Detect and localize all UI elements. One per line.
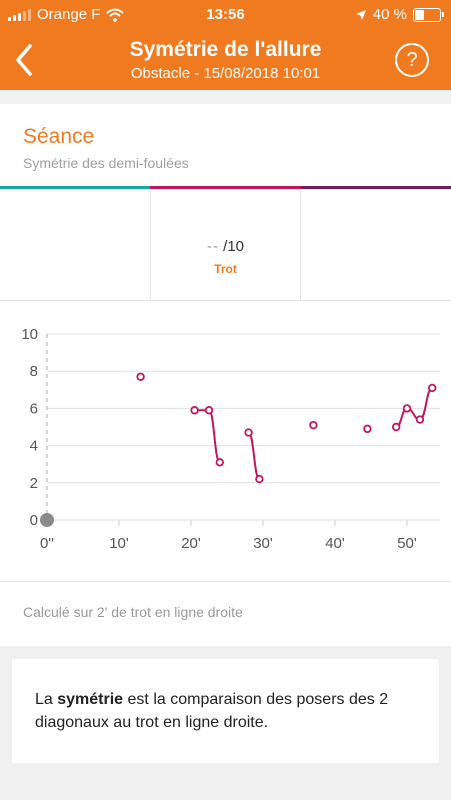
section-title: Séance: [23, 125, 95, 148]
series-line: [247, 431, 261, 481]
status-right: 40 %: [355, 6, 444, 23]
status-bar: Orange F 13:56 40 %: [0, 0, 451, 30]
color-bar-purple: [300, 186, 451, 189]
score-gait: Trot: [214, 262, 237, 276]
status-time: 13:56: [206, 6, 245, 23]
score-cell-center: -- /10 Trot: [151, 190, 302, 300]
data-point: [204, 406, 214, 415]
carrier-name: Orange F: [37, 6, 101, 23]
battery-icon: [413, 7, 444, 22]
location-arrow-icon: [355, 9, 366, 20]
color-bar-magenta: [150, 186, 301, 189]
data-point: [428, 383, 437, 393]
section-card: [0, 104, 451, 188]
header-spacer: [0, 90, 451, 104]
footer-note: Calculé sur 2' de trot en ligne droite: [23, 604, 243, 620]
section-subtitle: Symétrie des demi-foulées: [23, 155, 189, 171]
back-chevron-icon[interactable]: [10, 40, 40, 80]
score-cell-left: [0, 190, 151, 300]
data-point: [255, 474, 264, 484]
y-tick-label: 10: [21, 326, 38, 343]
score-scale: /10: [223, 238, 245, 255]
footer-note-panel: [0, 581, 451, 646]
info-text-before: La: [35, 691, 58, 708]
info-text-bold: symétrie: [57, 691, 124, 708]
nav-bar: Symétrie de l'allure Obstacle - 15/08/20…: [0, 30, 451, 90]
y-tick-label: 8: [30, 363, 38, 380]
color-bar-teal: [0, 186, 151, 189]
help-button[interactable]: ?: [395, 43, 429, 77]
score-panel: -- /10 Trot: [0, 190, 451, 301]
data-point: [136, 372, 145, 381]
data-point: [402, 404, 412, 413]
page-title: Symétrie de l'allure: [129, 38, 322, 61]
info-text-after: est la comparaison des posers des 2 diag…: [35, 691, 389, 731]
series-line: [194, 409, 221, 464]
chart-panel: 0 2 4 6 8 10 0'' 10' 20' 30' 40' 50': [0, 301, 451, 581]
x-tick-label: 40': [325, 535, 345, 552]
y-tick-label: 6: [30, 400, 38, 417]
info-text: La symétrie est la comparaison des poser…: [35, 688, 425, 734]
data-point: [415, 415, 425, 424]
page-subtitle: Obstacle - 15/08/2018 10:01: [130, 65, 321, 82]
color-bars: [0, 186, 451, 190]
y-tick-label: 4: [30, 438, 38, 455]
info-card: La symétrie est la comparaison des poser…: [12, 659, 439, 763]
score-number: --: [206, 238, 219, 255]
x-tick-label: 50': [397, 535, 417, 552]
origin-marker: [40, 513, 54, 527]
signal-icon: [8, 8, 31, 21]
data-point: [392, 422, 401, 432]
x-tick-label: 20': [181, 535, 201, 552]
series-line: [395, 386, 433, 428]
wifi-icon: [106, 8, 125, 22]
data-point: [309, 420, 318, 430]
data-point: [363, 424, 372, 434]
data-point: [215, 458, 224, 467]
symmetry-chart: 0 2 4 6 8 10 0'' 10' 20' 30' 40' 50': [21, 326, 440, 552]
y-tick-label: 2: [30, 475, 38, 492]
x-tick-label: 10': [109, 535, 129, 552]
battery-percent: 40 %: [372, 6, 407, 23]
x-tick-label: 30': [253, 535, 273, 552]
score-cell-right: [301, 190, 451, 300]
y-tick-label: 0: [30, 512, 38, 529]
x-tick-label: 0'': [40, 535, 54, 552]
status-left: Orange F: [8, 6, 125, 23]
data-point: [244, 428, 253, 437]
score-value: -- /10: [151, 238, 301, 255]
data-point: [190, 406, 199, 415]
